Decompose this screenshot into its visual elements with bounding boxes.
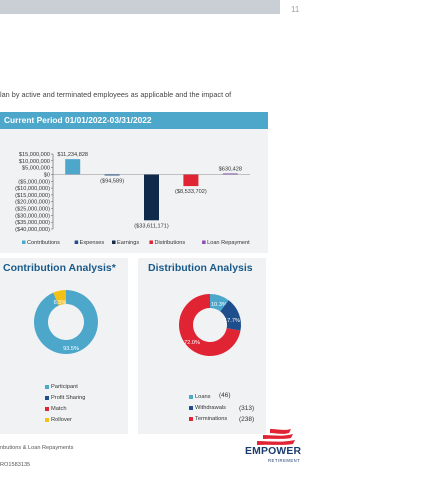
legend-label: Rollover [51, 417, 72, 423]
reference-code: RO1583135 [0, 462, 31, 468]
logo-subtitle: RETIREMENT [268, 458, 301, 463]
y-tick-label: $15,000,000 [19, 152, 50, 158]
legend-item: Match [45, 406, 67, 412]
legend-label: Expenses [80, 240, 105, 246]
bar-data-label: $630,428 [219, 166, 242, 172]
contribution-title: Contribution Analysis* [3, 262, 116, 274]
legend-label: Earnings [117, 240, 139, 246]
pie-slice-terminations [178, 294, 241, 356]
bar-data-label: ($33,611,171) [134, 223, 169, 229]
slice-label: 6.5% [54, 300, 67, 306]
pie-slice-rollover [53, 290, 66, 306]
y-tick-label: $10,000,000 [19, 159, 50, 165]
footnote: nbutions & Loan Repayments [0, 445, 74, 451]
legend-swatch [112, 240, 116, 244]
y-tick-label: ($20,000,000) [15, 200, 50, 206]
legend-label: Distributions [154, 240, 185, 246]
legend-swatch [74, 240, 79, 244]
legend-swatch [45, 384, 49, 389]
bar-contributions [65, 159, 81, 175]
legend-swatch [22, 240, 26, 244]
slice-label: 17.7% [224, 318, 240, 324]
legend-label: Loan Repayment [207, 240, 250, 246]
slice-label: 72.0% [184, 340, 200, 346]
bar-data-label: ($8,533,702) [175, 189, 207, 195]
intro-text: lan by active and terminated employees a… [0, 90, 232, 99]
y-tick-label: ($25,000,000) [15, 207, 50, 213]
legend-item: Terminations (238) [189, 416, 254, 423]
pie-slice-loans [210, 294, 229, 312]
legend-swatch [45, 406, 49, 411]
legend-item: Loans (46) [189, 392, 231, 400]
distribution-title: Distribution Analysis [148, 262, 253, 274]
bar-expenses [104, 174, 120, 176]
y-tick-label: ($40,000,000) [15, 227, 50, 233]
y-tick-label: ($30,000,000) [15, 213, 50, 219]
pie-slice-participant [34, 290, 98, 354]
legend-item: Withdrawals (313) [189, 405, 254, 412]
slice-label: 10.3% [211, 302, 227, 308]
y-tick-label: ($10,000,000) [15, 186, 50, 192]
legend-item: Profit Sharing [45, 395, 85, 401]
bar-distributions [183, 174, 199, 187]
legend-label: Terminations [195, 416, 228, 422]
bar-loan-repayment [222, 173, 238, 175]
legend-label: Withdrawals [195, 405, 226, 411]
empower-logo-icon [257, 429, 295, 445]
legend-label: Loans [195, 394, 211, 400]
y-tick-label: ($35,000,000) [15, 220, 50, 226]
legend-swatch [189, 394, 193, 399]
current-period-header: Current Period 01/01/2022-03/31/2022 [0, 112, 268, 129]
legend-swatch [189, 405, 193, 410]
bar-data-label: $11,234,828 [57, 152, 88, 158]
current-period-panel [0, 129, 268, 253]
legend-label: Profit Sharing [51, 395, 86, 401]
legend-item: Participant [45, 384, 78, 390]
legend-label: Match [51, 406, 67, 412]
legend-label: Contributions [27, 240, 60, 246]
page-number: 11 [291, 5, 300, 14]
logo-wordmark: EMPOWER [245, 446, 302, 457]
y-tick-label: ($15,000,000) [15, 193, 50, 199]
y-tick-label: $5,000,000 [22, 166, 50, 172]
pie-slice-withdrawals [220, 300, 241, 331]
contribution-pie-chart: 93.5% 6.5% [34, 290, 98, 354]
current-period-title: Current Period 01/01/2022-03/31/2022 [4, 115, 152, 125]
legend-count: (238) [239, 416, 255, 423]
current-period-bar-chart: $15,000,000$10,000,000$5,000,000$0($5,00… [15, 152, 250, 246]
legend-item: Rollover [45, 417, 72, 423]
legend-label: Participant [51, 384, 78, 390]
distribution-pie-chart: 10.3% 17.7% 72.0% [178, 294, 241, 356]
y-tick-label: ($5,000,000) [18, 179, 50, 185]
legend-swatch [189, 416, 193, 421]
legend-swatch [149, 240, 153, 244]
legend-swatch [45, 395, 49, 400]
legend-swatch [45, 417, 49, 422]
y-tick-label: $0 [44, 172, 50, 178]
legend-swatch [202, 240, 206, 244]
bar-data-label: ($94,589) [100, 178, 124, 184]
legend-count: (46) [219, 392, 231, 399]
slice-label: 93.5% [63, 346, 79, 352]
header-bar [0, 0, 280, 14]
legend-count: (313) [239, 405, 255, 412]
bar-earnings [144, 174, 159, 221]
